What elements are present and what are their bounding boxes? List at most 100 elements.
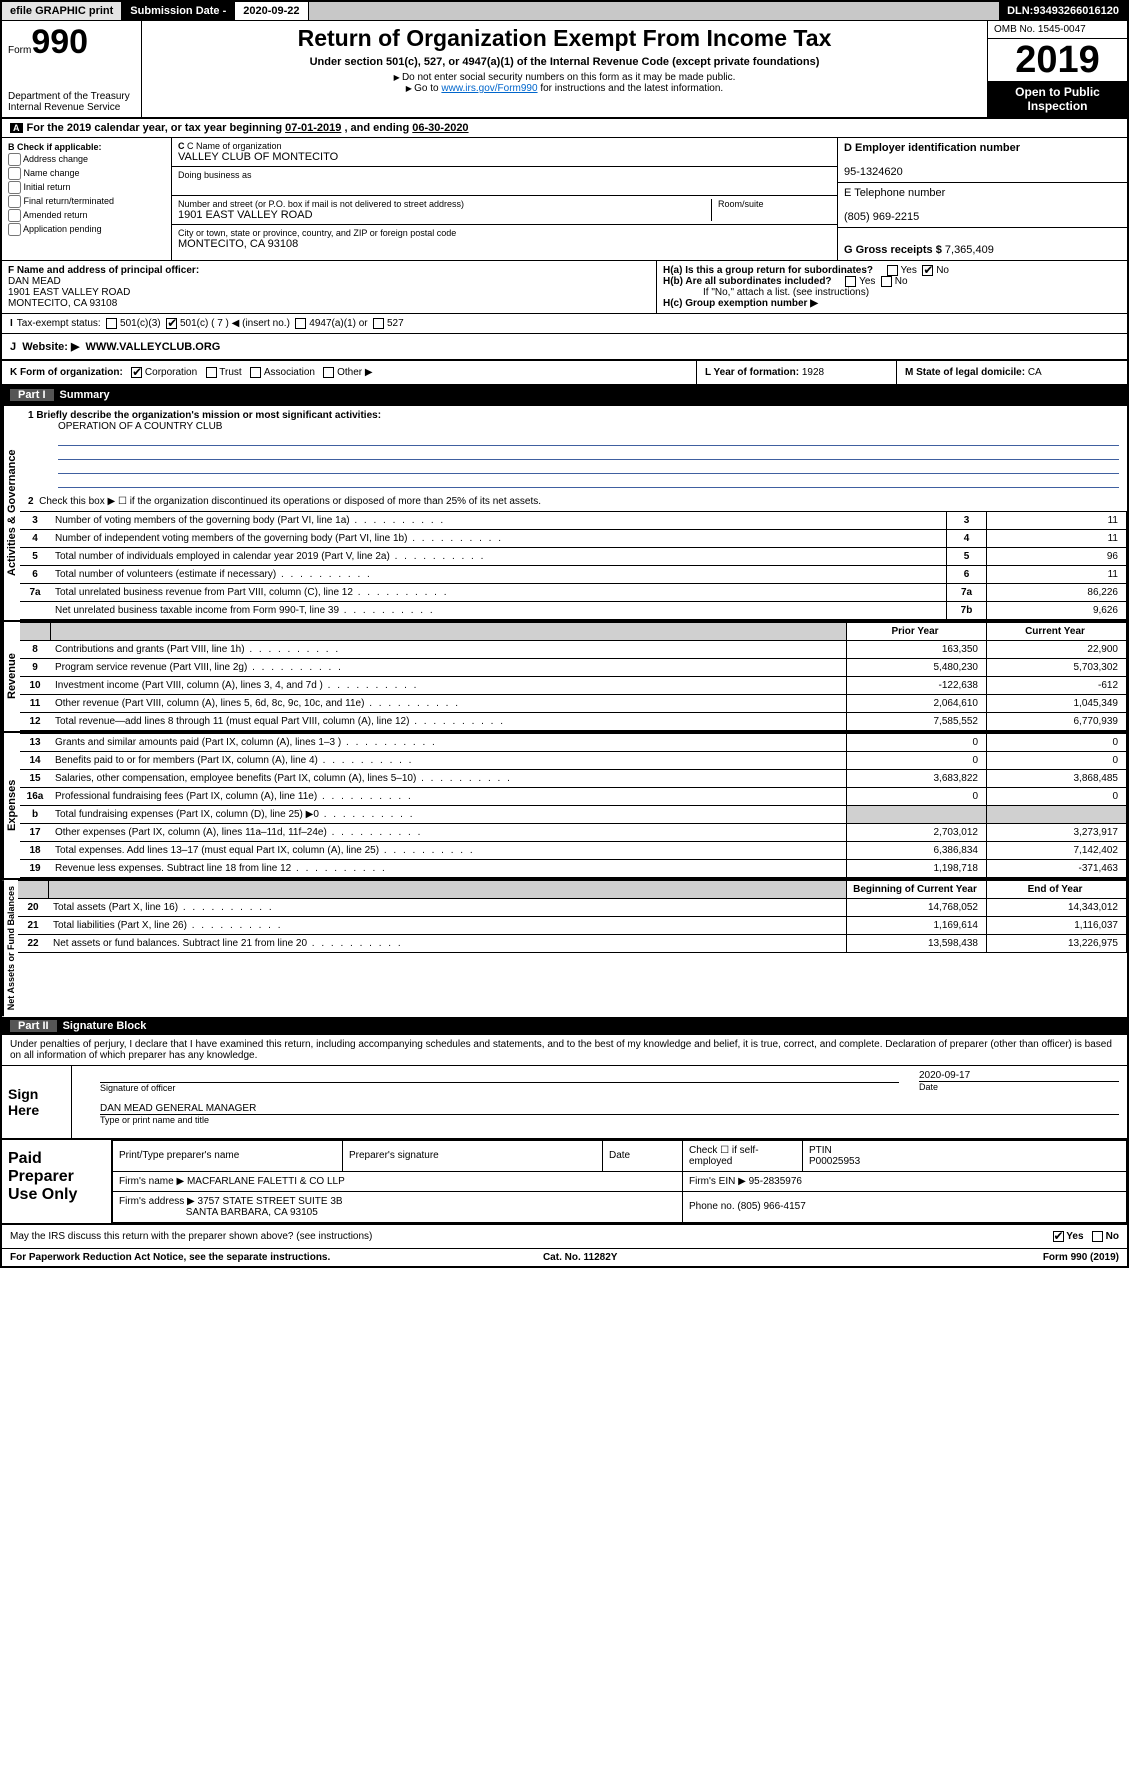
ha-yes-checkbox[interactable]: [887, 265, 898, 276]
ha-no-checkbox[interactable]: [922, 265, 933, 276]
chk-501c[interactable]: [166, 318, 177, 329]
phone-value: (805) 969-2215: [844, 211, 919, 223]
street-row: Number and street (or P.O. box if mail i…: [172, 196, 837, 225]
hb-no-checkbox[interactable]: [881, 276, 892, 287]
chk-corporation[interactable]: [131, 367, 142, 378]
form-word: Form: [8, 45, 31, 56]
header-left: Form 990 Department of the Treasury Inte…: [2, 21, 142, 117]
net-assets-section: Net Assets or Fund Balances Beginning of…: [2, 878, 1127, 1016]
form-num: 990: [31, 25, 88, 59]
sign-here-label: Sign Here: [2, 1066, 72, 1138]
hc-label: H(c) Group exemption number ▶: [663, 298, 818, 309]
paid-preparer-table: Print/Type preparer's name Preparer's si…: [112, 1140, 1127, 1223]
discuss-no-checkbox[interactable]: [1092, 1231, 1103, 1242]
instr-goto: Go to www.irs.gov/Form990 for instructio…: [150, 83, 979, 94]
paid-preparer-label: Paid Preparer Use Only: [2, 1140, 112, 1223]
footer-mid: Cat. No. 11282Y: [543, 1252, 617, 1263]
gross-value: 7,365,409: [945, 244, 994, 256]
chk-address-change[interactable]: Address change: [8, 153, 165, 166]
chk-association[interactable]: [250, 367, 261, 378]
submission-date: 2020-09-22: [235, 2, 308, 20]
c-label: C Name of organization: [187, 141, 282, 151]
chk-name-change[interactable]: Name change: [8, 167, 165, 180]
mission-q: 1 Briefly describe the organization's mi…: [28, 410, 381, 421]
chk-application-pending[interactable]: Application pending: [8, 223, 165, 236]
section-h: H(a) Is this a group return for subordin…: [657, 261, 1127, 313]
ein-label: D Employer identification number: [844, 142, 1020, 154]
section-b-checkboxes: B Check if applicable: Address change Na…: [2, 138, 172, 260]
table-row: 19 Revenue less expenses. Subtract line …: [20, 860, 1127, 878]
tax-exempt-status-row: I Tax-exempt status: 501(c)(3) 501(c) ( …: [2, 314, 1127, 334]
hb-yes-checkbox[interactable]: [845, 276, 856, 287]
b-label: B Check if applicable:: [8, 142, 102, 152]
firm-phone-value: (805) 966-4157: [737, 1201, 805, 1212]
chk-other[interactable]: [323, 367, 334, 378]
discuss-yes: Yes: [1066, 1231, 1083, 1242]
tax-year: 2019: [988, 39, 1127, 81]
firm-addr2: SANTA BARBARA, CA 93105: [186, 1207, 318, 1218]
table-row: 4 Number of independent voting members o…: [20, 530, 1127, 548]
firm-ein-value: 95-2835976: [749, 1176, 802, 1187]
instr-ssn: Do not enter social security numbers on …: [150, 72, 979, 83]
part-2-header: Part II Signature Block: [2, 1017, 1127, 1035]
hb-no: No: [895, 276, 908, 287]
city-row: City or town, state or province, country…: [172, 225, 837, 253]
open-to-public: Open to Public Inspection: [988, 81, 1127, 117]
section-f: F Name and address of principal officer:…: [2, 261, 657, 313]
identity-right: D Employer identification number 95-1324…: [837, 138, 1127, 260]
chk-501c3[interactable]: [106, 318, 117, 329]
dln-value: 93493266016120: [1033, 5, 1119, 17]
hb-note: If "No," attach a list. (see instruction…: [663, 287, 1121, 298]
identity-block: B Check if applicable: Address change Na…: [2, 138, 1127, 261]
header-right: OMB No. 1545-0047 2019 Open to Public In…: [987, 21, 1127, 117]
part-2-title: Signature Block: [63, 1020, 147, 1032]
instr-goto-post: for instructions and the latest informat…: [538, 83, 724, 94]
chk-trust[interactable]: [206, 367, 217, 378]
firm-phone-row: Phone no. (805) 966-4157: [683, 1191, 1127, 1222]
chk-final-return[interactable]: Final return/terminated: [8, 195, 165, 208]
discuss-q: May the IRS discuss this return with the…: [10, 1231, 372, 1242]
officer-printed-name: DAN MEAD GENERAL MANAGER: [100, 1103, 1119, 1114]
identity-mid: C C Name of organization VALLEY CLUB OF …: [172, 138, 837, 260]
hdr-begin-year: Beginning of Current Year: [847, 881, 987, 899]
dln-label: DLN:: [1007, 5, 1033, 17]
table-row: 10 Investment income (Part VIII, column …: [20, 677, 1127, 695]
paid-h4: Check ☐ if self-employed: [683, 1140, 803, 1171]
chk-527[interactable]: [373, 318, 384, 329]
firm-phone-label: Phone no.: [689, 1201, 737, 1212]
table-row: 14 Benefits paid to or for members (Part…: [20, 752, 1127, 770]
period-end: 06-30-2020: [412, 122, 468, 134]
firm-name-row: Firm's name ▶ MACFARLANE FALETTI & CO LL…: [113, 1171, 683, 1191]
revenue-table: Prior Year Current Year 8 Contributions …: [20, 622, 1127, 731]
opt-527: 527: [387, 318, 404, 329]
footer-right: Form 990 (2019): [1043, 1252, 1119, 1263]
efile-print-button[interactable]: efile GRAPHIC print: [2, 2, 122, 20]
part-1-title: Summary: [60, 389, 110, 401]
period-begin: 07-01-2019: [285, 122, 341, 134]
phone-label: E Telephone number: [844, 187, 945, 199]
state-domicile: M State of legal domicile: CA: [897, 361, 1127, 384]
irs-link[interactable]: www.irs.gov/Form990: [441, 83, 537, 94]
chk-initial-return[interactable]: Initial return: [8, 181, 165, 194]
dln: DLN: 93493266016120: [999, 2, 1127, 20]
ein-value: 95-1324620: [844, 166, 903, 178]
j-label: Website: ▶: [22, 341, 79, 353]
hdr-end-year: End of Year: [987, 881, 1127, 899]
name-caption: Type or print name and title: [100, 1115, 1119, 1125]
table-row: 7a Total unrelated business revenue from…: [20, 584, 1127, 602]
revenue-section: Revenue Prior Year Current Year 8 Contri…: [2, 620, 1127, 731]
period-mid: , and ending: [341, 122, 412, 134]
firm-ein-label: Firm's EIN ▶: [689, 1176, 749, 1187]
discuss-yes-checkbox[interactable]: [1053, 1231, 1064, 1242]
instr-goto-pre: Go to: [414, 83, 441, 94]
chk-4947[interactable]: [295, 318, 306, 329]
year-formation: L Year of formation: 1928: [697, 361, 897, 384]
opt-corp: Corporation: [145, 367, 197, 378]
top-bar: efile GRAPHIC print Submission Date - 20…: [2, 2, 1127, 21]
hdr-current-year: Current Year: [987, 623, 1127, 641]
table-row: b Total fundraising expenses (Part IX, c…: [20, 806, 1127, 824]
sig-date-caption: Date: [919, 1082, 1119, 1092]
chk-amended-return[interactable]: Amended return: [8, 209, 165, 222]
l-label: L Year of formation:: [705, 367, 802, 378]
website-row: J Website: ▶ WWW.VALLEYCLUB.ORG: [2, 334, 1127, 361]
